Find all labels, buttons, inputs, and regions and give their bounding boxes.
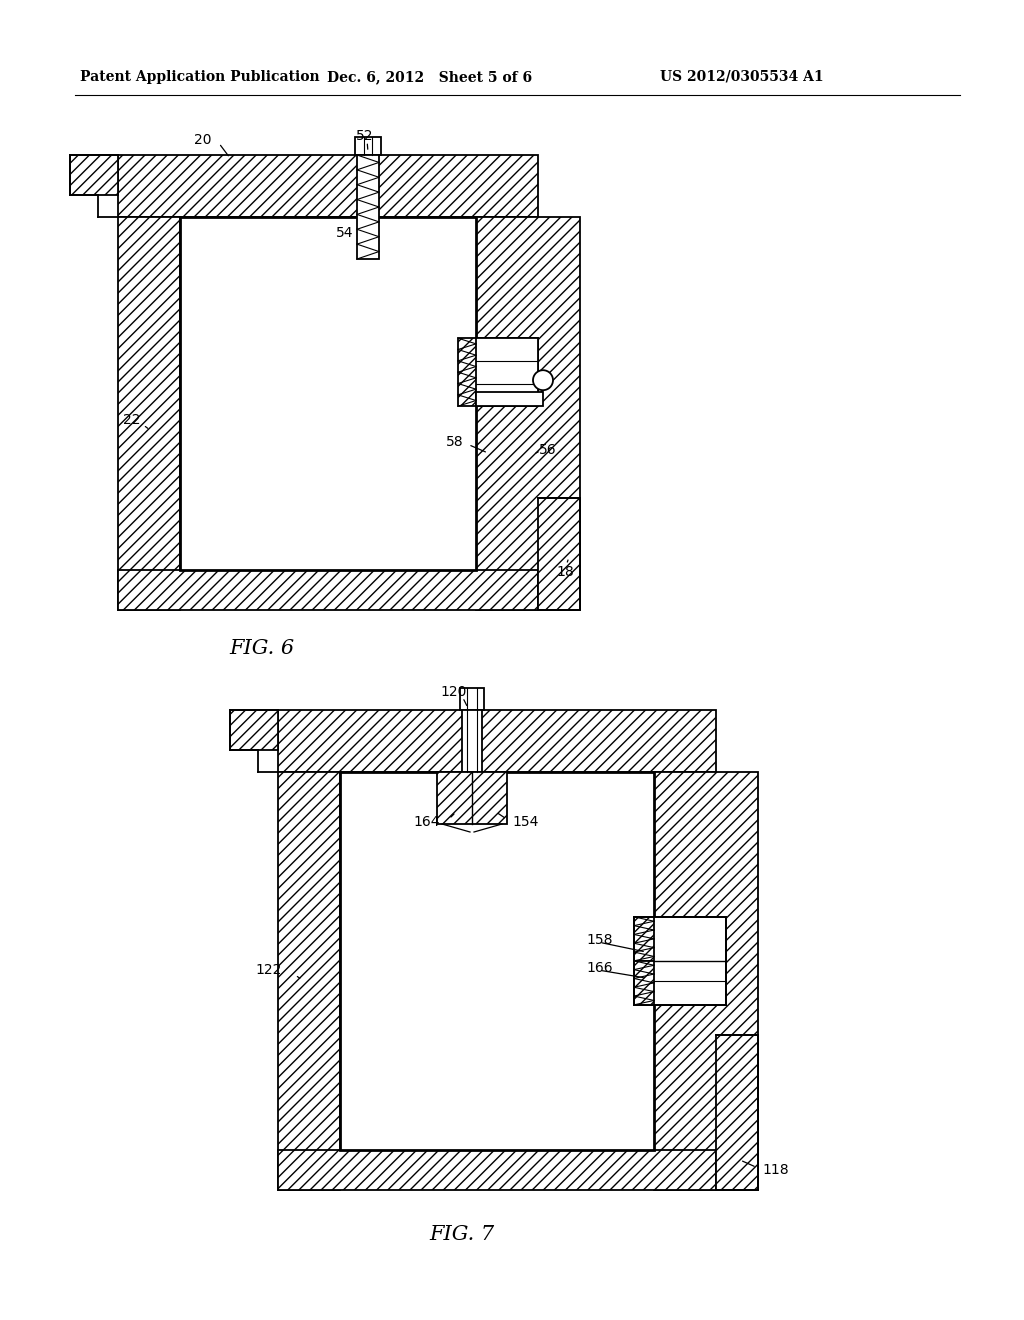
Text: FIG. 7: FIG. 7 bbox=[429, 1225, 495, 1245]
Bar bbox=[462, 710, 482, 772]
Bar bbox=[355, 137, 381, 154]
Text: 58: 58 bbox=[446, 436, 464, 449]
Text: 154: 154 bbox=[512, 814, 539, 829]
Bar bbox=[634, 961, 716, 1005]
Text: 52: 52 bbox=[356, 129, 374, 143]
Text: 54: 54 bbox=[336, 226, 353, 240]
Bar bbox=[458, 338, 538, 407]
Text: 166: 166 bbox=[586, 961, 612, 975]
Bar bbox=[437, 772, 507, 824]
Text: 22: 22 bbox=[123, 413, 140, 426]
Bar bbox=[538, 499, 580, 610]
Text: FIG. 6: FIG. 6 bbox=[229, 639, 295, 657]
Bar bbox=[180, 216, 476, 570]
Bar bbox=[716, 1035, 758, 1191]
Bar bbox=[230, 710, 278, 750]
Bar bbox=[70, 154, 118, 195]
Bar bbox=[357, 154, 379, 259]
Text: 118: 118 bbox=[762, 1163, 788, 1177]
Text: US 2012/0305534 A1: US 2012/0305534 A1 bbox=[660, 70, 823, 84]
Bar bbox=[476, 392, 543, 407]
Text: 164: 164 bbox=[414, 814, 440, 829]
Bar bbox=[654, 772, 758, 1191]
Bar bbox=[634, 917, 716, 961]
Bar bbox=[118, 570, 538, 610]
Bar bbox=[340, 772, 654, 1150]
Text: 18: 18 bbox=[556, 565, 573, 579]
Text: 122: 122 bbox=[256, 964, 282, 977]
Text: Patent Application Publication: Patent Application Publication bbox=[80, 70, 319, 84]
Text: Dec. 6, 2012   Sheet 5 of 6: Dec. 6, 2012 Sheet 5 of 6 bbox=[328, 70, 532, 84]
Text: 158: 158 bbox=[586, 933, 612, 946]
Bar bbox=[460, 688, 484, 710]
Bar bbox=[654, 917, 726, 1005]
Bar bbox=[476, 216, 580, 610]
Bar bbox=[278, 710, 716, 772]
Text: 20: 20 bbox=[195, 133, 212, 147]
Text: 56: 56 bbox=[540, 444, 557, 457]
Bar bbox=[118, 216, 180, 610]
Bar bbox=[278, 772, 340, 1191]
Text: 120: 120 bbox=[440, 685, 467, 700]
Bar bbox=[118, 154, 538, 216]
Bar bbox=[476, 338, 538, 407]
Bar bbox=[278, 1150, 716, 1191]
Circle shape bbox=[534, 370, 553, 391]
